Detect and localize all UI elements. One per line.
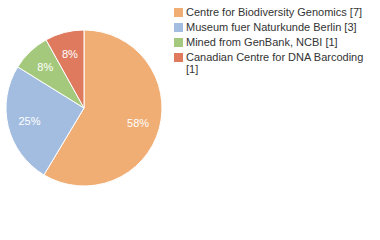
data-label: 58%	[127, 117, 149, 129]
legend-swatch	[174, 8, 183, 17]
chart: 58% 25% 8% 8% Centre for Biodiversity Genomi…	[0, 0, 380, 240]
data-label: 8%	[37, 61, 53, 73]
legend-label: Museum fuer Naturkunde Berlin [3]	[186, 21, 357, 33]
pie: 58% 25% 8% 8%	[6, 30, 162, 186]
legend-swatch	[174, 53, 183, 62]
legend-swatch	[174, 38, 183, 47]
legend-label: Canadian Centre for DNA Barcoding [1]	[186, 51, 366, 75]
legend-label: Centre for Biodiversity Genomics [7]	[186, 6, 362, 18]
data-label: 25%	[18, 115, 40, 127]
data-label: 8%	[62, 48, 78, 60]
legend: Centre for Biodiversity Genomics [7] Muse…	[174, 6, 366, 75]
legend-swatch	[174, 23, 183, 32]
legend-label: Mined from GenBank, NCBI [1]	[186, 36, 338, 48]
